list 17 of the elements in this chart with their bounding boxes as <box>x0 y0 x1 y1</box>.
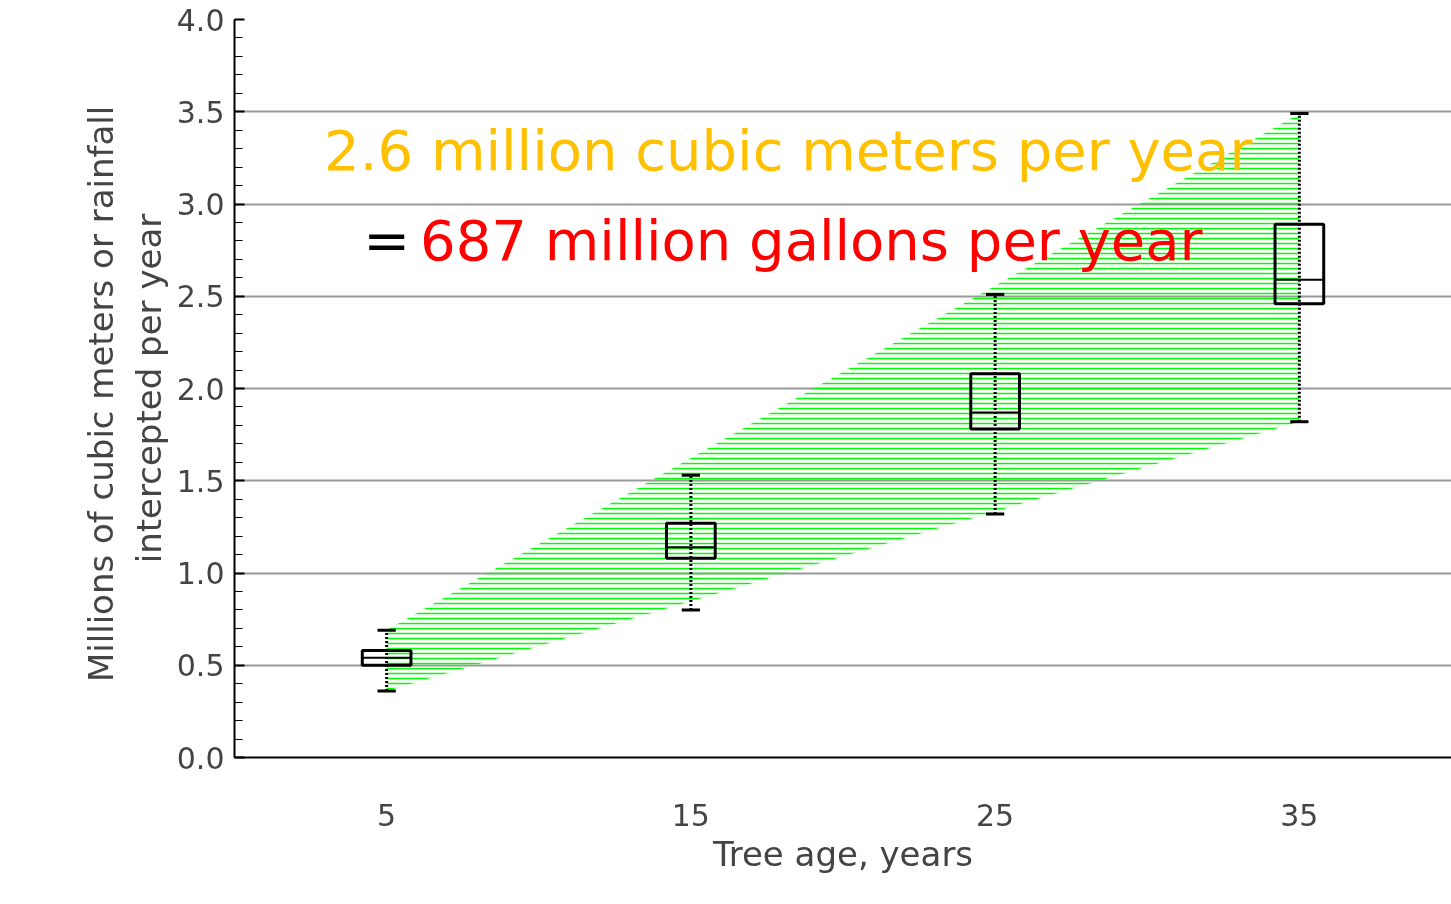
y-tick-label: 0.0 <box>176 740 225 776</box>
y-tick-label: 0.5 <box>176 648 225 684</box>
annotation: = <box>363 208 411 274</box>
x-tick-label: 25 <box>976 797 1015 833</box>
x-axis-title: Tree age, years <box>711 833 974 874</box>
x-tick-label: 35 <box>1280 797 1319 833</box>
y-tick-label: 2.0 <box>176 371 225 407</box>
y-tick-label: 3.0 <box>176 187 225 222</box>
y-tick-label: 1.0 <box>176 556 225 591</box>
annotation: 2.6 million cubic meters per year <box>324 118 1254 183</box>
y-axis-title: Millions of cubic meters or rainfall intercepted per year <box>80 105 169 683</box>
y-tick-label: 1.5 <box>176 463 225 499</box>
x-tick-label: 5 <box>377 797 397 833</box>
y-tick-label: 2.5 <box>176 279 225 315</box>
y-tick-label: 3.5 <box>176 94 225 130</box>
x-tick-label: 15 <box>671 797 710 833</box>
y-tick-label: 4.0 <box>176 2 225 38</box>
